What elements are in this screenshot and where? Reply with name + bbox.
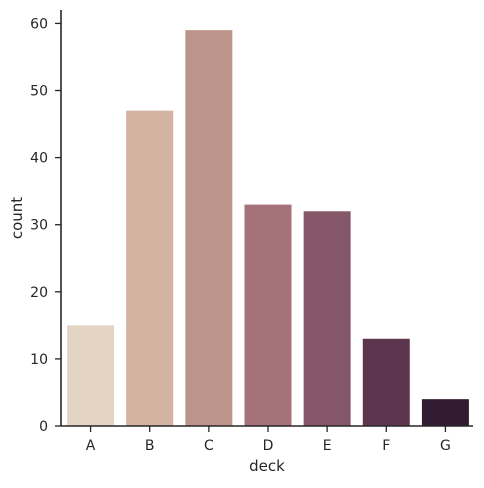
y-tick-label-60: 60 xyxy=(30,16,48,32)
bar-f xyxy=(362,338,410,426)
bar-b xyxy=(126,110,174,427)
x-tick-label-g: G xyxy=(440,438,451,454)
y-tick-label-10: 10 xyxy=(30,352,48,368)
x-tick-label-d: D xyxy=(263,438,274,454)
x-axis-label: deck xyxy=(249,457,285,475)
x-tick-label-f: F xyxy=(382,438,390,454)
y-axis-label: count xyxy=(8,197,26,239)
y-tick-label-40: 40 xyxy=(30,151,48,167)
y-tick-label-30: 30 xyxy=(30,218,48,234)
x-tick-label-c: C xyxy=(204,438,214,454)
y-tick-label-20: 20 xyxy=(30,285,48,301)
x-axis: A B C D E F G xyxy=(61,425,473,454)
y-axis: 0 10 20 30 40 50 60 xyxy=(30,10,62,435)
y-ticks: 0 10 20 30 40 50 60 xyxy=(30,16,61,435)
x-ticks: A B C D E F G xyxy=(86,426,451,454)
x-tick-label-a: A xyxy=(86,438,96,454)
bar-e xyxy=(303,211,351,426)
y-tick-label-0: 0 xyxy=(39,419,48,435)
bar-d xyxy=(244,204,292,426)
bar-a xyxy=(67,325,115,426)
x-tick-label-b: B xyxy=(145,438,155,454)
x-tick-label-e: E xyxy=(323,438,332,454)
y-tick-label-50: 50 xyxy=(30,84,48,100)
bar-c xyxy=(185,30,233,426)
bars-layer xyxy=(67,30,469,427)
bar-g xyxy=(421,399,469,426)
